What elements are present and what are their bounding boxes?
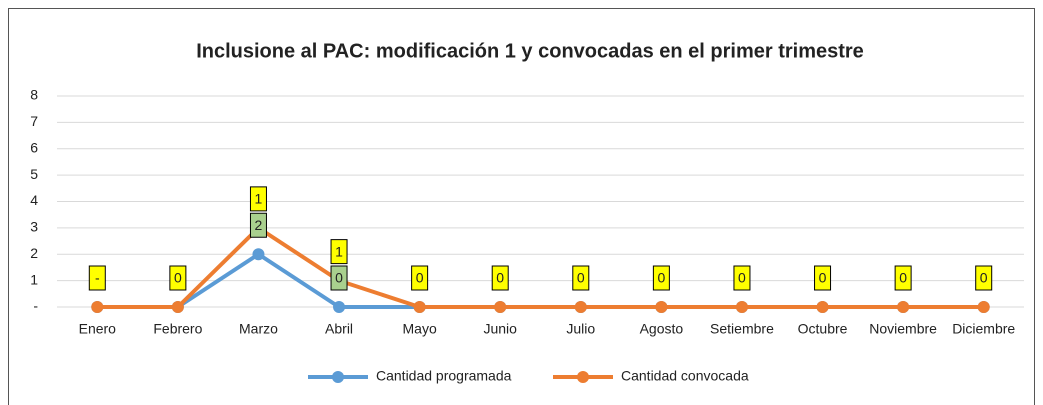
legend-label: Cantidad programada [376,368,512,384]
x-tick-label: Julio [566,321,595,337]
y-tick-label: 4 [30,192,38,208]
data-label-box [330,265,348,291]
point [816,301,829,313]
data-label-box [169,265,187,291]
y-tick-label: - [33,298,38,314]
data-label-box [975,265,993,291]
series-line [97,225,984,309]
data-label: 0 [819,270,827,286]
point [252,248,265,261]
point [494,301,507,313]
data-label: 0 [496,270,504,286]
chart-frame [8,8,1035,405]
x-tick-label: Noviembre [869,321,937,337]
data-label: 0 [657,270,665,286]
data-label: 0 [174,270,182,286]
data-label-box [411,265,429,291]
x-tick-label: Setiembre [710,321,774,337]
x-tick-label: Febrero [153,321,202,337]
x-tick-label: Enero [79,321,117,337]
y-tick-label: 1 [30,271,38,287]
data-label: 0 [335,270,343,286]
data-label-box [330,239,348,265]
y-tick-label: 8 [30,87,38,103]
data-label: 0 [416,270,424,286]
legend-marker [577,371,589,383]
data-label: 0 [980,270,988,286]
data-label-box [491,265,509,291]
point [655,301,668,313]
point [333,301,346,313]
data-label: 0 [738,270,746,286]
point [574,301,587,313]
y-tick-label: 6 [30,139,38,155]
point [171,301,184,313]
x-tick-label: Agosto [640,321,684,337]
data-label-box [249,186,267,212]
data-label: 1 [335,243,343,259]
data-label-box [249,212,267,238]
y-tick-label: 7 [30,113,38,129]
data-label: 1 [255,191,263,207]
x-tick-label: Abril [325,321,353,337]
data-label-box [733,265,751,291]
point [735,301,748,313]
y-tick-label: 3 [30,219,38,235]
y-tick-label: 5 [30,166,38,182]
point [91,301,104,313]
point [977,301,990,313]
data-label-box [894,265,912,291]
x-tick-label: Diciembre [952,321,1015,337]
data-label: 0 [577,270,585,286]
data-label: 2 [255,217,263,233]
x-tick-label: Marzo [239,321,278,337]
legend-marker [332,371,344,383]
data-label: 0 [899,270,907,286]
legend-label: Cantidad convocada [621,368,749,384]
data-label-box [572,265,590,291]
data-label: - [95,270,100,286]
data-label-box [652,265,670,291]
point [897,301,910,313]
chart-title: Inclusione al PAC: modificación 1 y conv… [196,40,864,62]
x-tick-label: Junio [483,321,517,337]
y-tick-label: 2 [30,245,38,261]
data-label-box [814,265,832,291]
x-tick-label: Mayo [403,321,437,337]
data-label-box [88,265,106,291]
x-tick-label: Octubre [798,321,848,337]
point [413,301,426,313]
